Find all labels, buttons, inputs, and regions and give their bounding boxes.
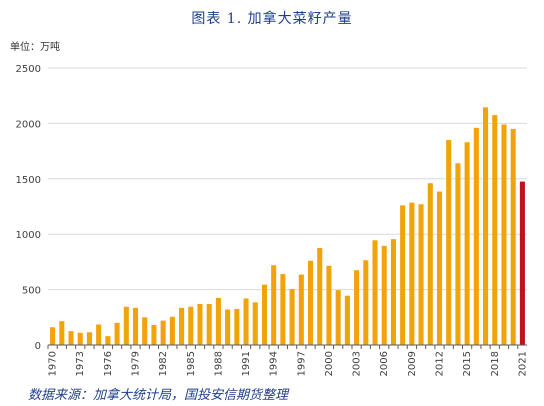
y-tick-label: 1000 bbox=[16, 230, 41, 241]
bar-2019 bbox=[501, 124, 507, 346]
y-tick-label: 500 bbox=[22, 286, 41, 297]
bar-1985 bbox=[188, 306, 194, 345]
x-tick-label: 1997 bbox=[296, 351, 307, 376]
bar-1996 bbox=[289, 289, 295, 345]
bar-2008 bbox=[400, 205, 406, 345]
bar-1991 bbox=[243, 298, 249, 345]
bar-1982 bbox=[160, 320, 166, 345]
bar-1998 bbox=[307, 260, 314, 345]
x-tick-label: 1994 bbox=[269, 351, 280, 376]
unit-label: 单位：万吨 bbox=[10, 42, 60, 53]
bar-layer bbox=[50, 107, 525, 346]
bar-1984 bbox=[179, 307, 185, 345]
bar-2000 bbox=[326, 265, 332, 345]
chart-title: 图表 1. 加拿大菜籽产量 bbox=[191, 11, 353, 27]
bar-1976 bbox=[105, 336, 111, 345]
x-tick-label: 1976 bbox=[103, 351, 114, 376]
x-tick-label: 2009 bbox=[407, 351, 418, 376]
x-tick-label: 2012 bbox=[434, 351, 445, 376]
bar-2007 bbox=[390, 239, 396, 345]
bar-1989 bbox=[225, 309, 231, 345]
bar-1981 bbox=[151, 325, 157, 345]
bar-2012 bbox=[436, 191, 443, 345]
bar-1980 bbox=[142, 317, 148, 345]
bar-2010 bbox=[418, 204, 424, 345]
bar-2014 bbox=[455, 163, 461, 345]
bar-2020 bbox=[510, 128, 516, 345]
bar-1986 bbox=[197, 304, 203, 345]
bar-2011 bbox=[427, 183, 433, 345]
x-tick-label: 2021 bbox=[517, 351, 528, 376]
y-tick-label: 0 bbox=[35, 341, 41, 352]
bar-1988 bbox=[215, 297, 221, 345]
bar-1997 bbox=[298, 274, 304, 345]
bar-1971 bbox=[59, 321, 65, 345]
bar-2021 bbox=[519, 181, 525, 345]
bar-2009 bbox=[409, 202, 415, 345]
bar-2002 bbox=[344, 295, 350, 345]
bar-2005 bbox=[372, 240, 378, 345]
bar-1972 bbox=[68, 331, 74, 345]
bar-2016 bbox=[473, 127, 479, 345]
bar-2004 bbox=[363, 260, 369, 345]
x-tick-label: 2018 bbox=[490, 351, 501, 376]
source-note: 数据来源：加拿大统计局，国投安信期货整理 bbox=[28, 388, 289, 403]
x-tick-label: 1979 bbox=[131, 351, 142, 376]
bar-1978 bbox=[123, 306, 129, 345]
x-tick-label: 1988 bbox=[213, 351, 224, 376]
x-tick-label: 1985 bbox=[186, 351, 197, 376]
bar-1974 bbox=[86, 332, 92, 345]
y-tick-label: 2500 bbox=[16, 64, 41, 75]
x-tick-label: 1982 bbox=[158, 351, 169, 376]
bar-1977 bbox=[114, 322, 120, 345]
bar-1983 bbox=[169, 316, 175, 345]
x-tick-label: 2006 bbox=[379, 351, 390, 376]
x-tick-label: 2000 bbox=[324, 351, 335, 376]
axis-layer: 0 500 1000 1500 2000 2500 1970 1973 1976 1979 1982… bbox=[16, 64, 529, 376]
bar-1987 bbox=[206, 304, 212, 345]
x-tick-label: 1991 bbox=[241, 351, 252, 376]
x-tick-label: 1970 bbox=[48, 351, 59, 376]
bar-1999 bbox=[317, 248, 323, 345]
bar-1994 bbox=[271, 265, 277, 345]
bar-1973 bbox=[77, 332, 83, 345]
bar-1993 bbox=[261, 284, 268, 345]
bar-1979 bbox=[132, 307, 139, 345]
y-tick-label: 2000 bbox=[16, 119, 41, 130]
bar-2015 bbox=[464, 142, 470, 345]
bar-2013 bbox=[446, 140, 452, 345]
bar-2018 bbox=[492, 115, 498, 345]
grid-layer bbox=[48, 67, 527, 291]
bar-2001 bbox=[335, 290, 341, 345]
bar-1995 bbox=[280, 274, 286, 345]
x-tick-label: 2003 bbox=[352, 351, 363, 376]
y-tick-label: 1500 bbox=[16, 175, 41, 186]
bar-2006 bbox=[381, 245, 387, 345]
x-tick-label: 2015 bbox=[462, 351, 473, 376]
bar-2003 bbox=[354, 270, 360, 345]
bar-1975 bbox=[96, 324, 102, 345]
bar-1992 bbox=[252, 302, 258, 345]
bar-1990 bbox=[234, 308, 240, 345]
bar-1970 bbox=[50, 327, 56, 345]
bar-2017 bbox=[483, 107, 489, 345]
x-tick-label: 1973 bbox=[75, 351, 86, 376]
